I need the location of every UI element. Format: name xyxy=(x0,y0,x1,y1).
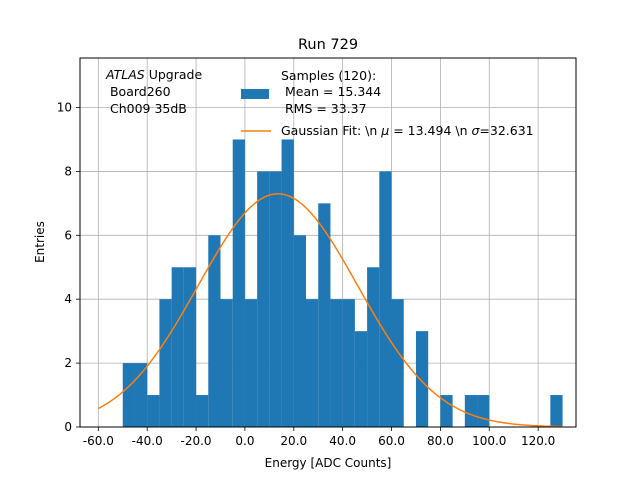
x-tick-label: 80.0 xyxy=(427,434,454,448)
legend-fit-prefix: Gaussian Fit: \n xyxy=(281,123,381,138)
legend-hist-swatch xyxy=(241,89,269,99)
histogram-bar xyxy=(440,395,453,427)
histogram-bar xyxy=(122,363,135,427)
x-tick-label: 40.0 xyxy=(329,434,356,448)
legend-fit-mu: μ xyxy=(380,123,389,138)
histogram-bar xyxy=(208,235,221,427)
legend-fit-suffix: =32.631 xyxy=(479,123,533,138)
legend: Samples (120): Mean = 15.344 RMS = 33.37… xyxy=(241,68,534,138)
y-axis-ticks: 0 2 4 6 8 10 xyxy=(57,101,80,434)
histogram-bar xyxy=(196,395,209,427)
y-tick-label: 4 xyxy=(64,292,72,306)
legend-hist-line-2: Mean = 15.344 xyxy=(281,84,381,99)
annotation-line-2: Board260 xyxy=(106,84,171,99)
x-axis-ticks: -60.0 -40.0 -20.0 0.0 20.0 40.0 60.0 80.0 100.0 1… xyxy=(83,427,555,448)
annotation-line-3: Ch009 35dB xyxy=(106,101,187,116)
y-axis-label: Entries xyxy=(33,221,47,263)
histogram-bar xyxy=(293,235,307,427)
gaussian-fit-curve xyxy=(97,193,563,428)
histogram-bar xyxy=(134,363,148,427)
annotation-atlas: ATLAS xyxy=(105,67,145,82)
histogram-bar xyxy=(244,299,258,427)
chart-title: Run 729 xyxy=(298,37,358,53)
histogram-bar xyxy=(281,139,294,427)
y-tick-label: 6 xyxy=(64,228,72,242)
histogram-bar xyxy=(318,203,331,427)
x-tick-label: 100.0 xyxy=(472,434,506,448)
histogram-bar xyxy=(306,299,319,427)
histogram-bar xyxy=(232,139,245,427)
atlas-annotation: ATLAS Upgrade Board260 Ch009 35dB xyxy=(105,67,202,116)
annotation-upgrade: Upgrade xyxy=(145,67,203,82)
annotation-line-1: ATLAS Upgrade xyxy=(105,67,202,82)
plot-frame xyxy=(79,57,577,428)
y-tick-label: 10 xyxy=(57,101,72,115)
x-tick-label: -20.0 xyxy=(181,434,212,448)
histogram-bar xyxy=(257,171,270,427)
legend-fit-mid: = 13.494 \n xyxy=(389,123,471,138)
histogram-bar xyxy=(342,299,355,427)
y-tick-label: 2 xyxy=(64,356,72,370)
histogram-bar xyxy=(415,331,429,427)
x-tick-label: 20.0 xyxy=(280,434,307,448)
x-axis-label: Energy [ADC Counts] xyxy=(265,456,392,470)
y-tick-label: 8 xyxy=(64,164,72,178)
histogram-bar xyxy=(379,171,392,427)
x-tick-label: -60.0 xyxy=(83,434,114,448)
histogram-bar xyxy=(464,395,478,427)
histogram-bar xyxy=(354,331,368,427)
histogram-bars xyxy=(122,139,563,427)
histogram-bar xyxy=(477,395,490,427)
x-tick-label: 120.0 xyxy=(521,434,555,448)
histogram-bar xyxy=(159,299,172,427)
histogram-bar xyxy=(171,267,184,427)
histogram-bar xyxy=(330,299,343,427)
x-tick-label: 0.0 xyxy=(235,434,254,448)
legend-hist-line-3: RMS = 33.37 xyxy=(281,101,367,116)
histogram-bar xyxy=(367,267,380,427)
x-tick-label: -40.0 xyxy=(132,434,163,448)
y-tick-label: 0 xyxy=(64,420,72,434)
histogram-bar xyxy=(220,299,233,427)
histogram-bar xyxy=(183,267,197,427)
x-tick-label: 60.0 xyxy=(378,434,405,448)
legend-fit-sigma: σ xyxy=(471,123,480,138)
histogram-bar xyxy=(269,171,282,427)
histogram-bar xyxy=(550,395,563,427)
histogram-bar xyxy=(147,395,160,427)
histogram-bar xyxy=(391,299,404,427)
legend-hist-line-1: Samples (120): xyxy=(281,68,376,83)
legend-fit-label: Gaussian Fit: \n μ = 13.494 \n σ=32.631 xyxy=(281,123,534,138)
